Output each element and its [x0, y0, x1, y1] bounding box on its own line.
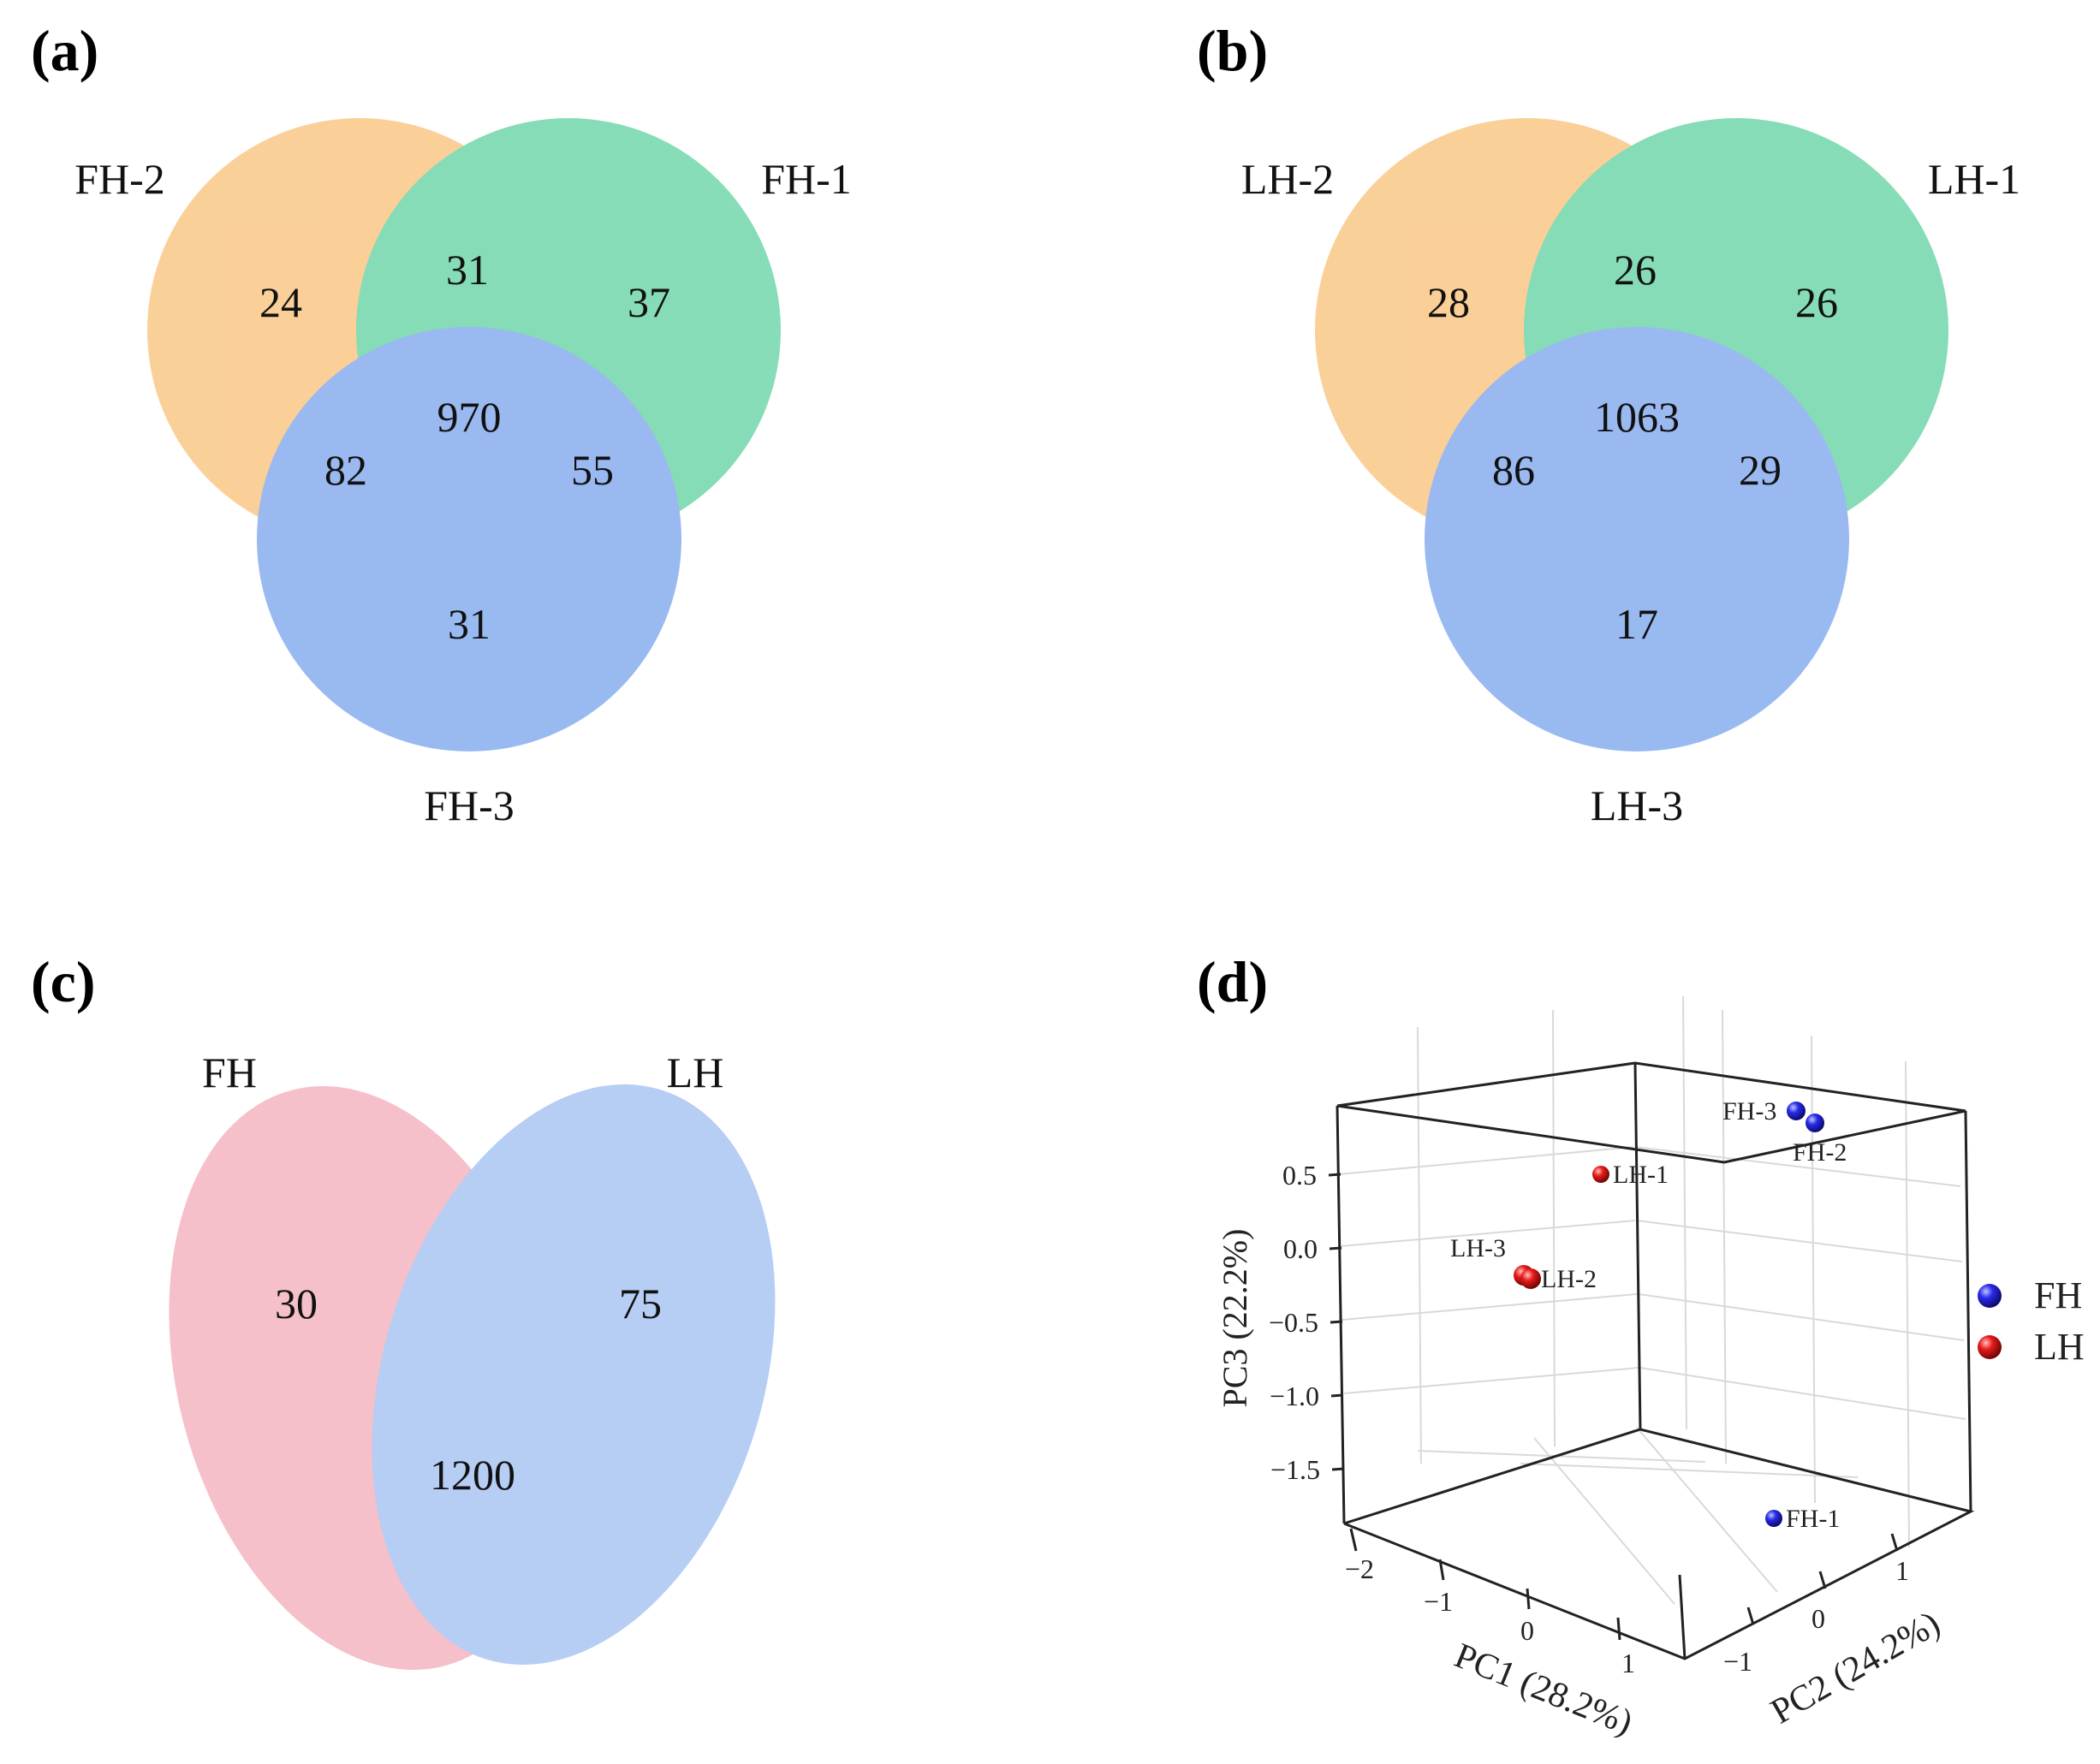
- pca-z-tick-label: −1.0: [1270, 1381, 1319, 1411]
- venn-a-count: 24: [259, 278, 302, 326]
- venn-c-set-label: FH: [202, 1048, 257, 1096]
- pca-point-label: LH-2: [1541, 1265, 1597, 1293]
- venn-b-set-label: LH-3: [1591, 781, 1683, 829]
- pca-3d-plot: 0.5 0.0 −0.5 −1.0 −1.5 PC3 (22.2%) −2 −1…: [1216, 995, 2085, 1737]
- venn-c: FH LH 30 75 1200: [169, 1048, 776, 1671]
- venn-b-count: 26: [1795, 278, 1838, 326]
- pca-point-label: FH-2: [1793, 1138, 1847, 1167]
- pca-point-lh1: [1592, 1166, 1609, 1183]
- pca-point-fh1: [1765, 1510, 1782, 1527]
- pca-point-fh2: [1806, 1114, 1824, 1132]
- pca-point-lh2: [1520, 1268, 1541, 1289]
- pca-x-tick-label: −2: [1345, 1553, 1374, 1584]
- pca-y-tick-label: −1: [1723, 1646, 1752, 1677]
- venn-a-count: 55: [571, 446, 614, 494]
- venn-b-count: 17: [1615, 600, 1658, 648]
- venn-b-count: 86: [1492, 446, 1535, 494]
- venn-c-count: 30: [275, 1280, 318, 1327]
- venn-a-count: 970: [437, 393, 502, 441]
- pca-x-tick-label: 1: [1621, 1648, 1635, 1678]
- panel-label-a: (a): [31, 18, 99, 83]
- pca-point-label: LH-1: [1613, 1161, 1669, 1189]
- venn-a-set-label: FH-3: [424, 781, 515, 829]
- panel-label-b: (b): [1197, 18, 1269, 83]
- pca-z-axis-label: PC3 (22.2%): [1216, 1229, 1254, 1408]
- venn-b-count: 26: [1614, 246, 1657, 294]
- pca-y-tick-label: 1: [1895, 1555, 1909, 1586]
- venn-b: LH-2 LH-1 LH-3 28 26 26 1063 86 29 17: [1241, 118, 2020, 829]
- pca-z-tick-label: −0.5: [1269, 1307, 1318, 1338]
- legend-lh-marker: [1978, 1335, 2002, 1359]
- venn-c-count: 1200: [430, 1451, 515, 1499]
- pca-z-tick-label: 0.5: [1282, 1160, 1317, 1191]
- legend-fh-marker: [1978, 1284, 2002, 1308]
- pca-x-tick-label: 0: [1520, 1615, 1534, 1646]
- pca-point-label: LH-3: [1450, 1234, 1506, 1262]
- pca-z-tick-label: −1.5: [1270, 1454, 1320, 1485]
- venn-a-count: 37: [628, 278, 670, 326]
- venn-b-count: 28: [1427, 278, 1470, 326]
- venn-a: FH-2 FH-1 FH-3 24 31 37 970 82 55 31: [74, 118, 852, 829]
- pca-x-tick-label: −1: [1424, 1586, 1453, 1617]
- venn-a-count: 31: [448, 600, 491, 648]
- venn-a-circle-fh3: [257, 327, 681, 751]
- venn-b-set-label: LH-2: [1241, 155, 1334, 203]
- venn-a-set-label: FH-1: [761, 155, 852, 203]
- pca-legend: FH LH: [1978, 1274, 2085, 1368]
- panel-label-c: (c): [31, 949, 96, 1014]
- panel-label-d: (d): [1197, 949, 1269, 1014]
- pca-z-tick-label: 0.0: [1283, 1233, 1318, 1264]
- venn-b-set-label: LH-1: [1928, 155, 2020, 203]
- pca-y-tick-label: 0: [1811, 1603, 1825, 1634]
- venn-b-count: 29: [1739, 446, 1782, 494]
- venn-c-count: 75: [619, 1280, 662, 1327]
- venn-b-count: 1063: [1594, 393, 1680, 441]
- venn-c-ellipse-lh: [372, 1084, 776, 1666]
- venn-c-set-label: LH: [667, 1048, 724, 1096]
- pca-x-axis-label: PC1 (28.2%): [1449, 1636, 1639, 1737]
- legend-lh-label: LH: [2034, 1326, 2085, 1368]
- venn-b-circle-lh3: [1425, 327, 1849, 751]
- pca-y-axis-label: PC2 (24.2%): [1764, 1604, 1947, 1732]
- venn-a-count: 82: [324, 446, 367, 494]
- venn-a-set-label: FH-2: [74, 155, 165, 203]
- pca-point-fh3: [1787, 1102, 1806, 1120]
- pca-point-label: FH-3: [1722, 1097, 1776, 1126]
- pca-point-label: FH-1: [1786, 1505, 1840, 1533]
- legend-fh-label: FH: [2034, 1274, 2082, 1316]
- venn-a-count: 31: [446, 246, 489, 294]
